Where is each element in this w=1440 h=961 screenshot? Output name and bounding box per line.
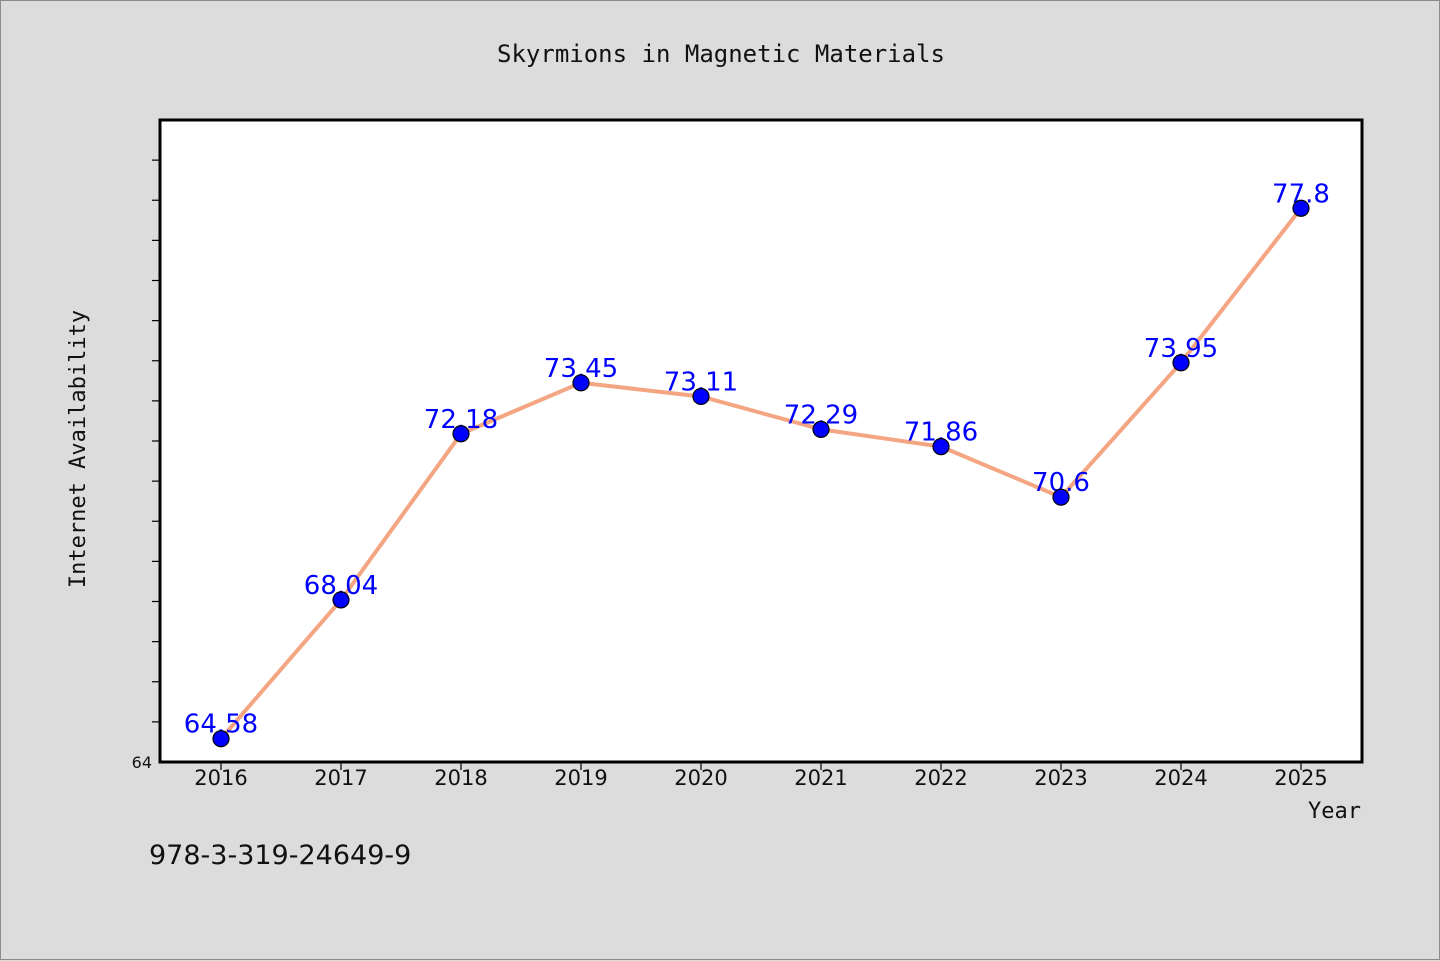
x-tick-label: 2024 bbox=[1154, 766, 1207, 790]
series-markers bbox=[212, 199, 1310, 748]
x-tick-label: 2020 bbox=[674, 766, 727, 790]
x-tick-label: 2017 bbox=[314, 766, 367, 790]
x-tick-label: 2025 bbox=[1274, 766, 1327, 790]
data-point bbox=[1292, 199, 1310, 217]
y-axis-ticks bbox=[152, 159, 160, 723]
y-axis-label: Internet Availability bbox=[66, 310, 91, 588]
data-point bbox=[572, 374, 590, 392]
data-point bbox=[1172, 354, 1190, 372]
data-point bbox=[812, 420, 830, 438]
x-axis-label: Year bbox=[1308, 799, 1361, 824]
x-axis-ticks bbox=[220, 762, 1302, 770]
data-point bbox=[932, 438, 950, 456]
chart-title: Skyrmions in Magnetic Materials bbox=[497, 40, 945, 68]
x-tick-label: 2022 bbox=[914, 766, 967, 790]
x-tick-label: 2023 bbox=[1034, 766, 1087, 790]
footer-code: 978-3-319-24649-9 bbox=[149, 840, 411, 871]
series-line bbox=[219, 207, 1303, 741]
y-tick-label: 64 bbox=[132, 753, 152, 772]
x-axis-tick-labels: 2016 2017 2018 2019 2020 2021 2022 2023 2024 2025 bbox=[194, 766, 1327, 790]
data-point bbox=[692, 387, 710, 406]
x-tick-label: 2016 bbox=[194, 766, 247, 790]
x-tick-label: 2019 bbox=[554, 766, 607, 790]
y-axis-tick-labels: 64 bbox=[132, 753, 152, 772]
data-point bbox=[452, 425, 470, 443]
x-tick-label: 2018 bbox=[434, 766, 487, 790]
data-point bbox=[212, 730, 230, 748]
plot-area bbox=[158, 118, 1364, 764]
data-point bbox=[1052, 488, 1070, 506]
x-tick-label: 2021 bbox=[794, 766, 847, 790]
data-point bbox=[332, 591, 350, 609]
